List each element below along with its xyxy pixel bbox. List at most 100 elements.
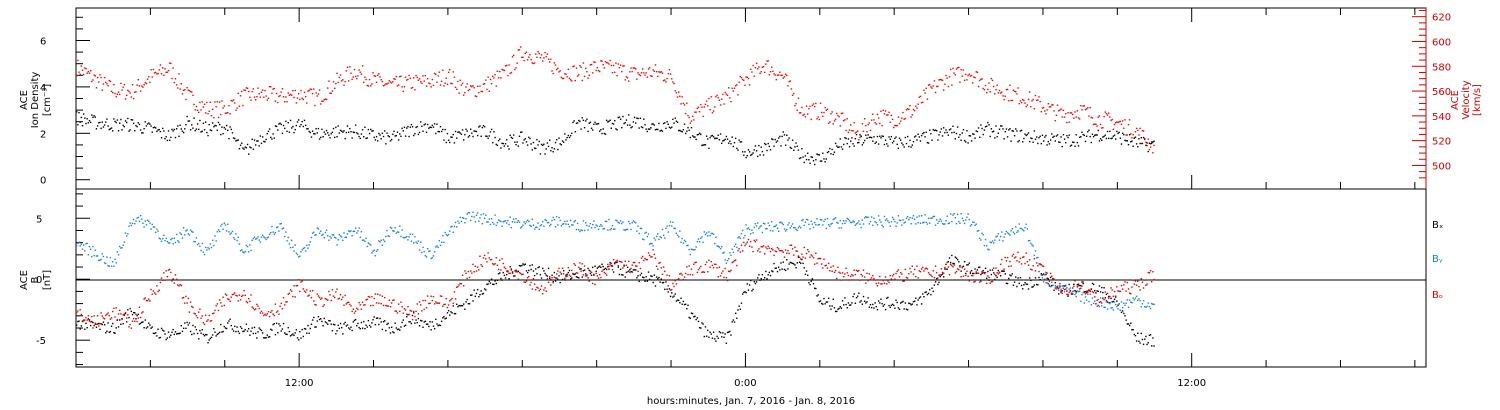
bz-point	[339, 294, 342, 296]
density-point	[524, 138, 527, 140]
bx-point	[639, 274, 642, 276]
bz-point	[605, 274, 608, 276]
bz-point	[764, 253, 766, 255]
velocity-point	[192, 94, 194, 96]
bx-point	[772, 270, 774, 273]
velocity-point	[213, 117, 215, 119]
velocity-point	[1065, 113, 1067, 115]
velocity-point	[920, 102, 923, 104]
density-point	[748, 151, 751, 153]
bx-point	[1061, 290, 1063, 292]
by-point	[198, 242, 200, 245]
density-point	[423, 124, 425, 126]
velocity-point	[748, 84, 751, 86]
by-point	[759, 226, 761, 228]
by-point	[875, 221, 877, 224]
bz-point	[924, 268, 926, 270]
by-point	[1119, 309, 1122, 311]
bx-point	[1120, 311, 1123, 314]
bz-point	[782, 251, 785, 253]
by-point	[239, 250, 242, 252]
velocity-point	[968, 73, 970, 75]
velocity-point	[730, 100, 732, 103]
bz-point	[189, 301, 192, 303]
velocity-point	[712, 110, 715, 112]
density-point	[824, 161, 826, 163]
bz-point	[347, 301, 350, 304]
velocity-point	[250, 99, 252, 101]
density-point	[145, 125, 148, 127]
density-point	[622, 115, 624, 118]
density-point	[859, 134, 861, 136]
by-point	[826, 217, 829, 220]
velocity-point	[729, 97, 731, 99]
bz-point	[287, 293, 289, 295]
velocity-point	[453, 76, 456, 78]
bz-point	[847, 274, 850, 277]
by-point	[633, 221, 636, 223]
density-point	[497, 139, 500, 142]
bx-point	[643, 276, 645, 279]
density-point	[193, 117, 195, 119]
bz-point	[381, 295, 384, 297]
density-point	[838, 146, 840, 148]
bx-point	[524, 263, 527, 265]
bz-point	[734, 259, 737, 261]
bx-point	[526, 271, 529, 274]
density-point	[746, 154, 748, 157]
bz-point	[1101, 302, 1103, 304]
density-point	[464, 133, 466, 136]
bx-point	[166, 337, 169, 339]
velocity-point	[648, 66, 651, 69]
density-point	[647, 128, 650, 130]
density-point	[135, 124, 137, 127]
velocity-point	[903, 118, 905, 120]
velocity-point	[1026, 104, 1029, 106]
by-point	[1088, 300, 1090, 303]
bx-point	[746, 283, 748, 285]
density-point	[377, 140, 379, 142]
velocity-point	[254, 99, 257, 101]
bz-point	[796, 250, 798, 252]
density-point	[243, 148, 245, 150]
bz-point	[172, 278, 174, 280]
density-point	[1024, 133, 1026, 135]
density-point	[975, 130, 977, 132]
by-point	[571, 224, 573, 226]
bx-point	[261, 332, 264, 334]
velocity-point	[297, 92, 300, 95]
bz-point	[428, 302, 430, 305]
velocity-point	[532, 62, 535, 65]
bx-point	[905, 308, 908, 310]
bx-point	[654, 285, 657, 287]
bz-point	[1118, 290, 1120, 293]
by-point	[884, 219, 887, 221]
density-point	[543, 143, 545, 145]
velocity-point	[551, 70, 553, 72]
density-point	[840, 146, 843, 148]
density-point	[252, 148, 255, 150]
velocity-point	[843, 120, 845, 122]
by-point	[166, 240, 169, 243]
bx-point	[205, 333, 207, 336]
by-point	[84, 250, 86, 252]
density-point	[600, 128, 602, 131]
density-point	[1060, 136, 1062, 138]
by-point	[658, 238, 660, 241]
velocity-point	[497, 77, 500, 79]
density-point	[901, 142, 903, 144]
bx-point	[500, 277, 502, 280]
bx-point	[906, 309, 909, 311]
bx-point	[1075, 290, 1077, 293]
bx-point	[338, 327, 341, 330]
by-point	[944, 223, 946, 225]
bz-point	[307, 295, 309, 297]
bz-point	[173, 282, 176, 284]
by-point	[164, 239, 166, 242]
bz-point	[673, 285, 675, 288]
bx-point	[679, 301, 681, 304]
density-point	[156, 130, 158, 133]
density-point	[94, 116, 96, 118]
bx-point	[77, 320, 79, 323]
density-point	[231, 132, 234, 134]
